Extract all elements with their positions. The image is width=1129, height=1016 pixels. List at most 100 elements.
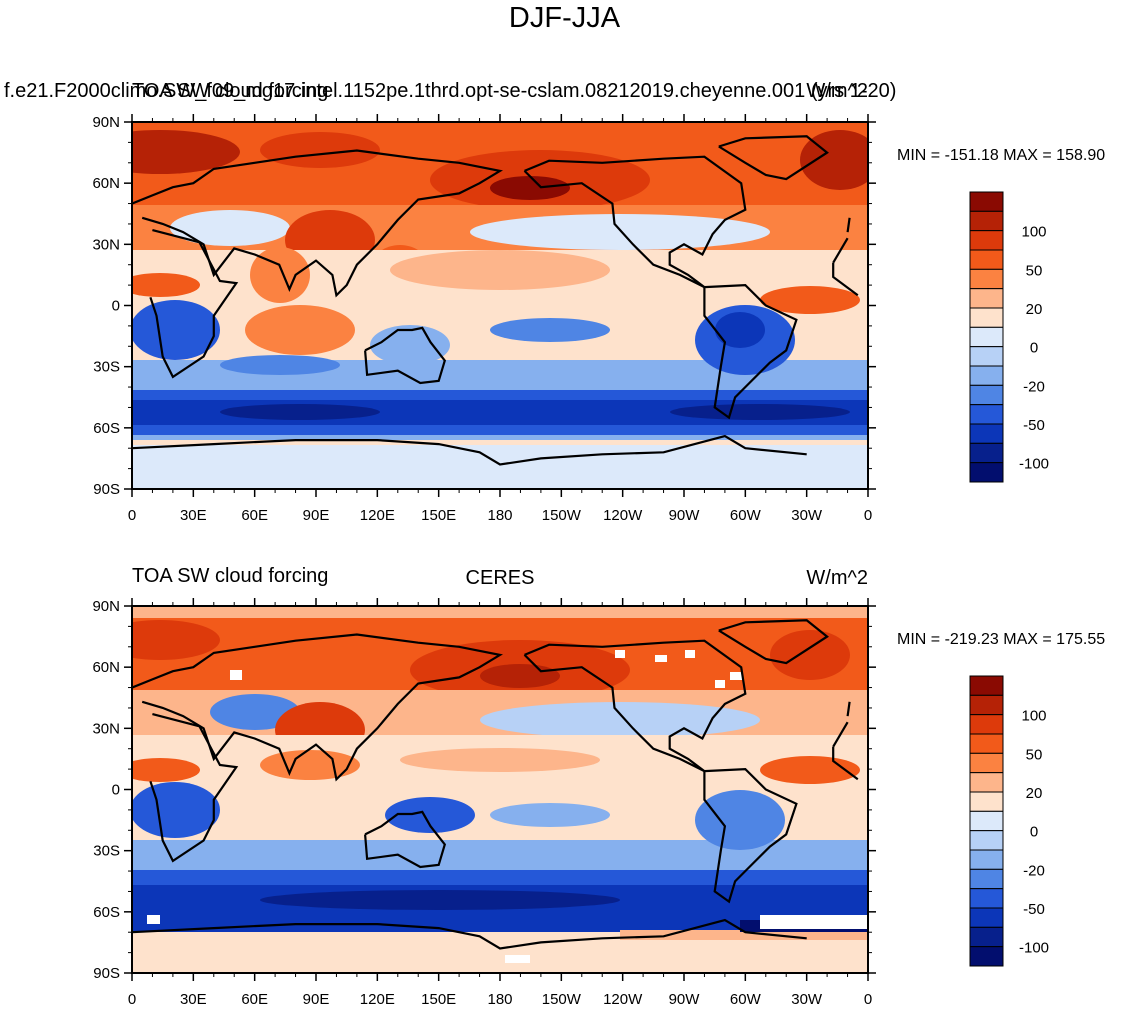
coastline xyxy=(364,810,447,869)
panel-1-variable-title: TOA SW cloud forcing xyxy=(132,80,329,102)
colorbar-label: -50 xyxy=(1023,901,1045,918)
colorbar-box xyxy=(969,830,1004,851)
lon-label: 150W xyxy=(542,991,582,1008)
coastline xyxy=(718,619,829,665)
lon-label: 60E xyxy=(241,507,268,524)
lon-label: 150E xyxy=(421,991,456,1008)
lon-label: 120W xyxy=(603,991,643,1008)
lat-label: 90S xyxy=(93,481,120,498)
lon-label: 0 xyxy=(128,507,136,524)
lon-label: 0 xyxy=(864,507,872,524)
panel-1-min-max: MIN = -151.18 MAX = 158.90 xyxy=(897,147,1106,164)
lon-label: 180 xyxy=(487,991,512,1008)
colorbar-box xyxy=(969,675,1004,696)
colorbar-label: 20 xyxy=(1026,785,1043,802)
lon-label: 0 xyxy=(864,991,872,1008)
colorbar-label: -100 xyxy=(1019,456,1049,473)
coastline xyxy=(132,918,807,950)
colorbar-box xyxy=(969,442,1004,464)
colorbar-label: -20 xyxy=(1023,862,1045,879)
coastline xyxy=(832,746,859,781)
lon-label: 90W xyxy=(669,507,701,524)
colorbar-box xyxy=(969,230,1004,251)
lon-label: 0 xyxy=(128,991,136,1008)
colorbar-box xyxy=(969,907,1004,928)
colorbar-box xyxy=(969,849,1004,870)
colorbar-box xyxy=(969,733,1004,754)
colorbar-box xyxy=(969,210,1004,232)
coastline xyxy=(846,217,851,233)
lat-label: 90N xyxy=(92,114,120,131)
coastline xyxy=(523,155,747,289)
colorbar-box xyxy=(969,714,1004,735)
lon-label: 30W xyxy=(791,991,823,1008)
lon-label: 180 xyxy=(487,507,512,524)
colorbar-label: 50 xyxy=(1026,262,1043,279)
lon-label: 30E xyxy=(180,507,207,524)
lat-label: 0 xyxy=(112,782,120,799)
panel-2-variable-title: TOA SW cloud forcing xyxy=(132,565,329,587)
lon-label: 90E xyxy=(303,991,330,1008)
colorbar-box xyxy=(969,946,1004,967)
lon-label: 120E xyxy=(360,991,395,1008)
lon-label: 120W xyxy=(603,507,643,524)
colorbar-label: 50 xyxy=(1026,746,1043,763)
lat-label: 30N xyxy=(92,236,120,253)
lon-label: 60W xyxy=(730,991,762,1008)
colorbar-box xyxy=(969,346,1004,367)
coastline xyxy=(703,283,798,420)
lat-label: 90N xyxy=(92,598,120,615)
lon-label: 90W xyxy=(669,991,701,1008)
coastline xyxy=(132,149,504,298)
panel-1-case-title: f.e21.F2000climo.SW_f09_mg17.intel.1152p… xyxy=(4,80,897,102)
colorbar-box xyxy=(969,191,1004,212)
lon-label: 90E xyxy=(303,507,330,524)
colorbar-box xyxy=(969,888,1004,909)
panel-1-units: W/m^2 xyxy=(806,80,868,102)
coastline xyxy=(832,237,849,264)
coastline xyxy=(149,713,239,863)
colorbar-box xyxy=(969,307,1004,328)
colorbar-label: 20 xyxy=(1026,301,1043,318)
lon-label: 30W xyxy=(791,507,823,524)
lon-label: 120E xyxy=(360,507,395,524)
coastline xyxy=(832,721,849,748)
coastline xyxy=(832,262,859,297)
colorbar-label: -100 xyxy=(1019,940,1049,957)
coastline xyxy=(846,701,851,717)
colorbar-box xyxy=(969,810,1004,832)
lat-label: 30S xyxy=(93,843,120,860)
colorbar-box xyxy=(969,268,1004,290)
lat-label: 30N xyxy=(92,720,120,737)
lon-label: 30E xyxy=(180,991,207,1008)
colorbar-box xyxy=(969,868,1004,890)
lon-label: 150W xyxy=(542,507,582,524)
coastline xyxy=(364,326,447,385)
colorbar-box xyxy=(969,694,1004,716)
lat-label: 60S xyxy=(93,904,120,921)
colorbar-box xyxy=(969,791,1004,812)
colorbar-label: 100 xyxy=(1021,224,1046,241)
coastline xyxy=(718,135,829,181)
lon-label: 60W xyxy=(730,507,762,524)
lat-label: 90S xyxy=(93,965,120,982)
lon-label: 60E xyxy=(241,991,268,1008)
colorbar-label: -50 xyxy=(1023,417,1045,434)
colorbar-box xyxy=(969,384,1004,406)
main-title: DJF-JJA xyxy=(508,2,621,34)
colorbar-box xyxy=(969,249,1004,270)
panel-2-min-max: MIN = -219.23 MAX = 175.55 xyxy=(897,631,1106,648)
colorbar-label: 0 xyxy=(1030,340,1038,357)
colorbar-box xyxy=(969,404,1004,425)
lat-label: 60N xyxy=(92,659,120,676)
colorbar-box xyxy=(969,772,1004,793)
colorbar-box xyxy=(969,423,1004,444)
lat-label: 0 xyxy=(112,298,120,315)
colorbar-box xyxy=(969,365,1004,386)
coastline xyxy=(703,767,798,904)
colorbar-box xyxy=(969,326,1004,348)
panel-2-units: W/m^2 xyxy=(806,567,868,589)
lat-label: 60S xyxy=(93,420,120,437)
colorbar-label: 100 xyxy=(1021,708,1046,725)
